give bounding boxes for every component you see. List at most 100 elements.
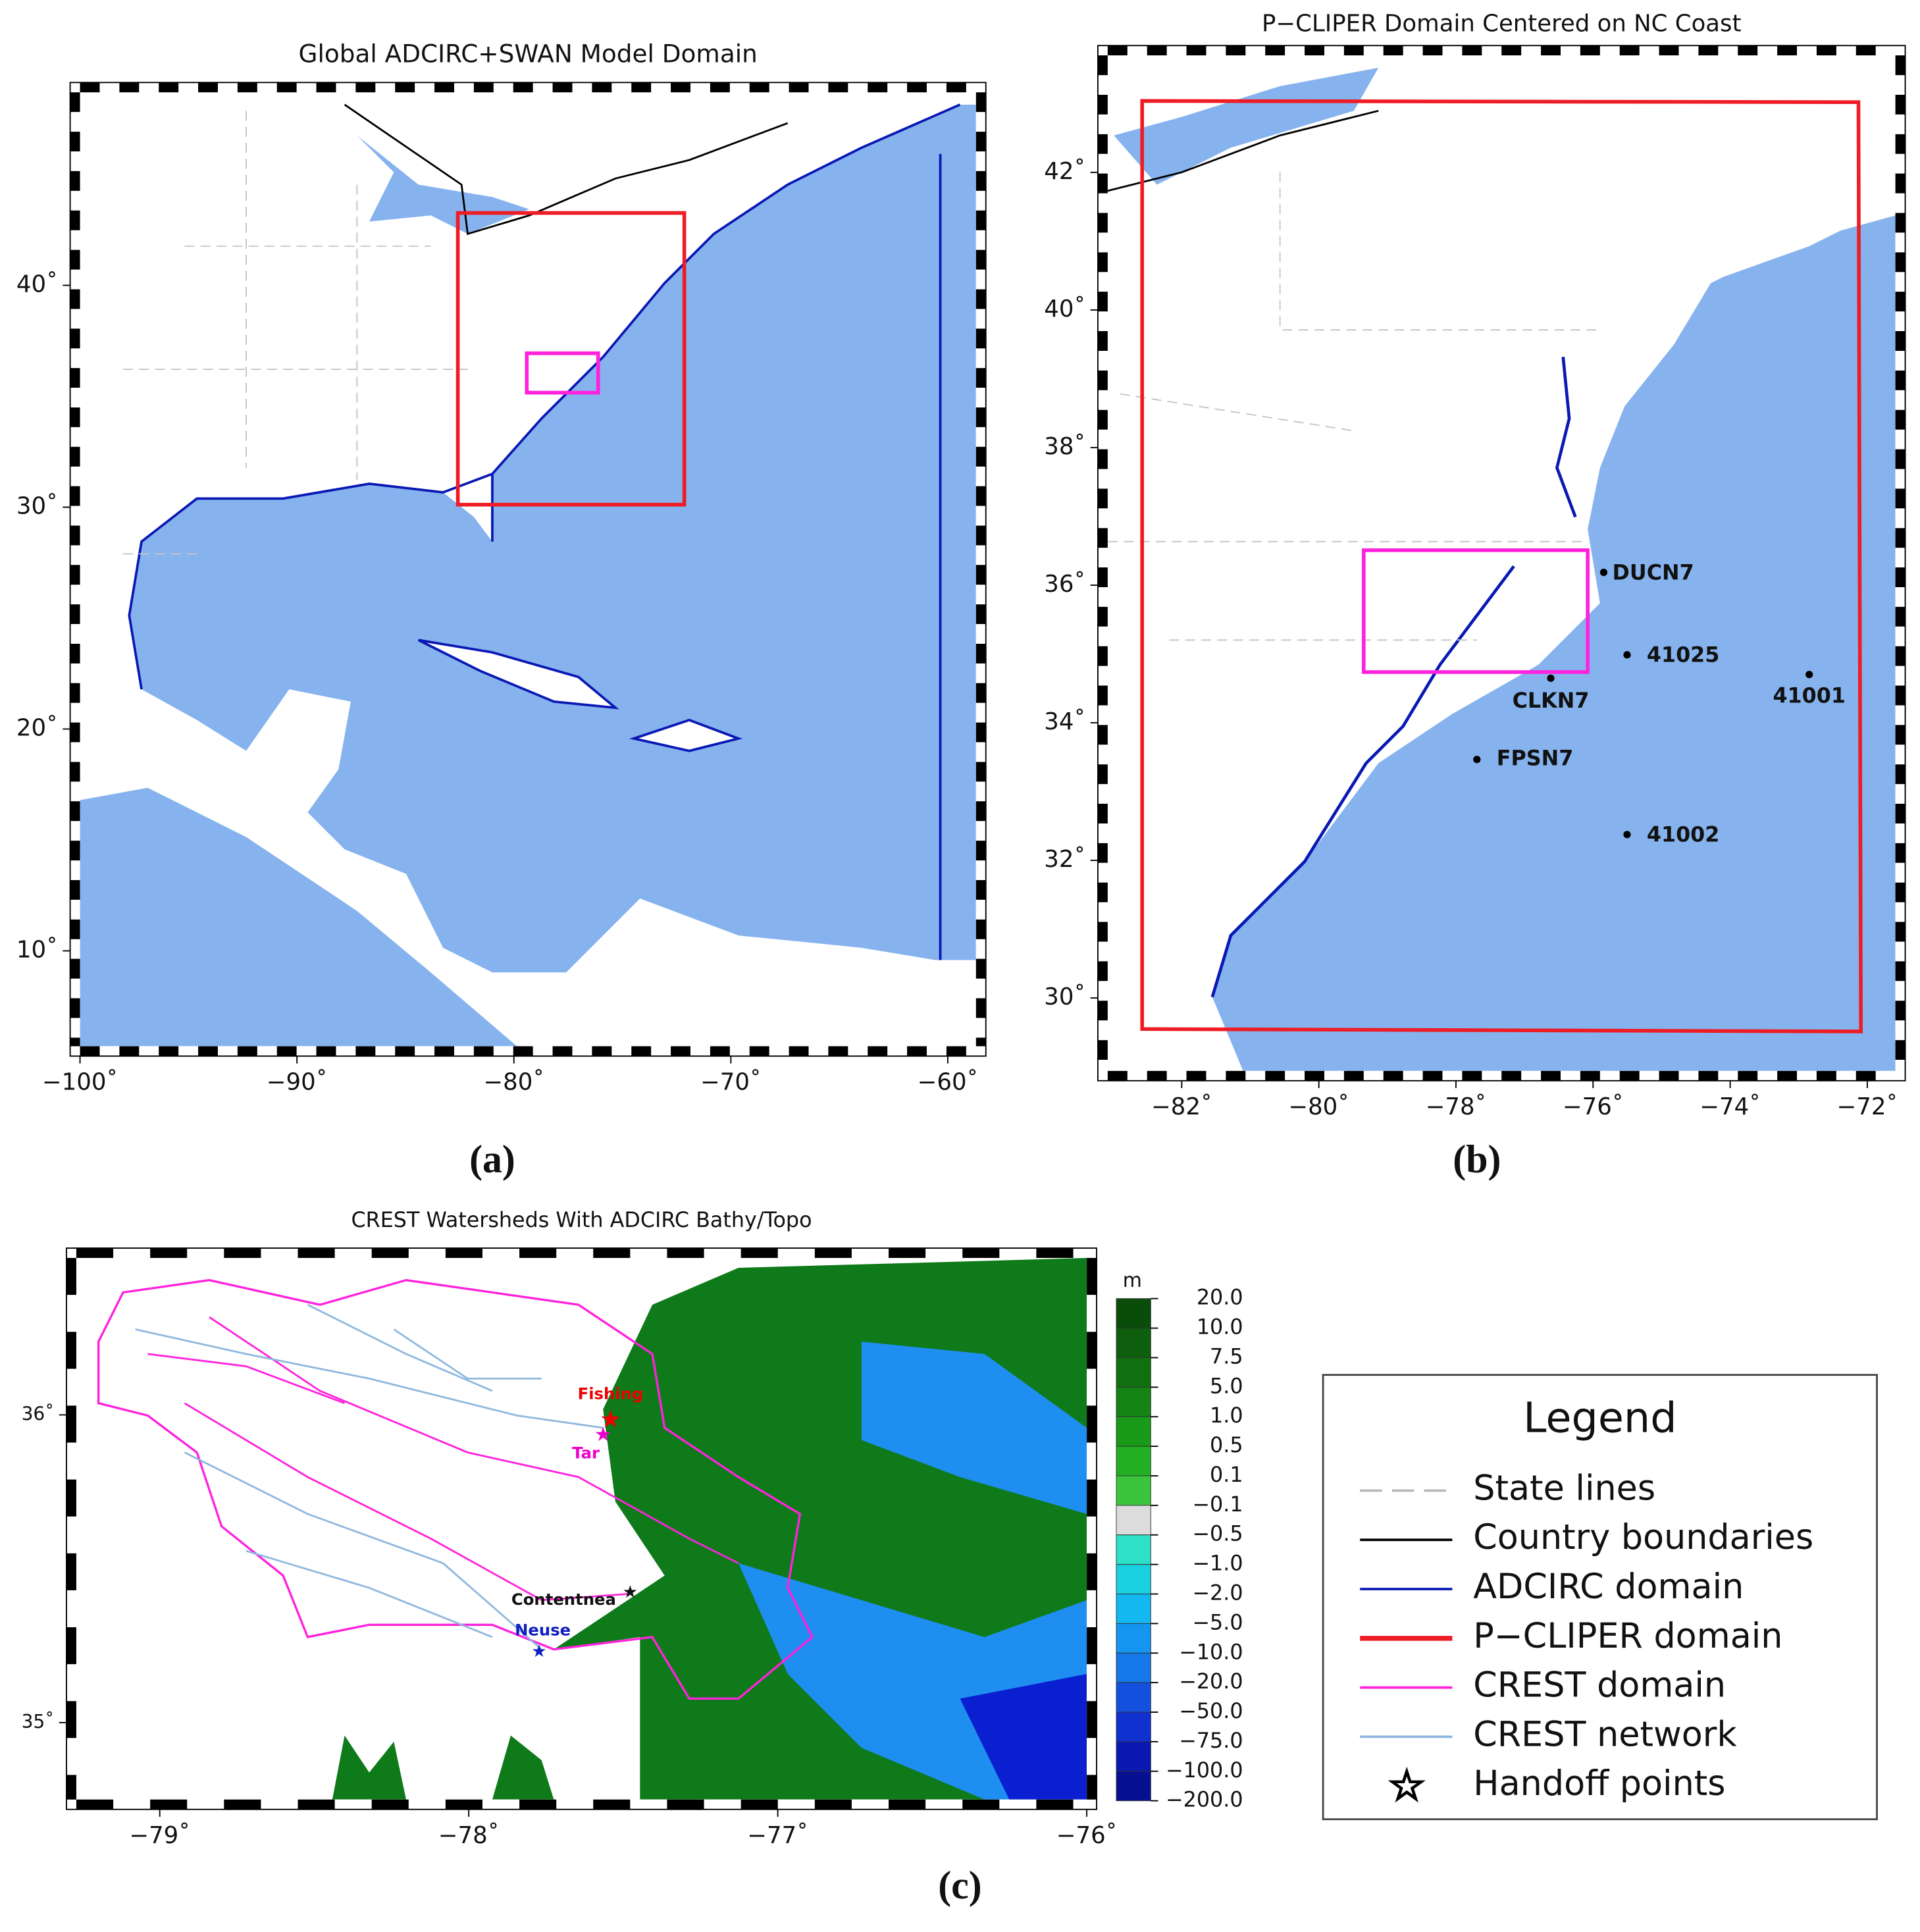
crest-watershed bbox=[147, 1316, 739, 1602]
colorbar-swatch bbox=[1116, 1682, 1151, 1713]
long-island bbox=[1711, 221, 1859, 277]
panel-title: Global ADCIRC+SWAN Model Domain bbox=[299, 39, 758, 68]
colorbar-swatch bbox=[1116, 1711, 1151, 1742]
legend-label: ADCIRC domain bbox=[1473, 1567, 1744, 1607]
station-dot bbox=[1473, 756, 1481, 764]
colorbar-swatch bbox=[1116, 1446, 1151, 1476]
panel-title: P−CLIPER Domain Centered on NC Coast bbox=[1262, 10, 1742, 37]
station-label: CLKN7 bbox=[1513, 689, 1590, 713]
y-tick-label: 32˚ bbox=[1044, 846, 1085, 873]
pcliper-box bbox=[1140, 99, 1863, 1033]
colorbar-label: 10.0 bbox=[1197, 1316, 1243, 1340]
ocean bbox=[960, 1674, 1087, 1800]
legend-label: State lines bbox=[1473, 1468, 1655, 1508]
colorbar-swatch bbox=[1116, 1534, 1151, 1565]
x-tick-label: −79˚ bbox=[129, 1822, 190, 1849]
panel-caption: (c) bbox=[938, 1864, 981, 1907]
station-label: 41002 bbox=[1647, 823, 1720, 847]
colorbar-swatch bbox=[1116, 1741, 1151, 1772]
map-a bbox=[80, 92, 976, 1047]
legend-box bbox=[1322, 1374, 1878, 1821]
point-label: Neuse bbox=[515, 1621, 571, 1640]
great-lakes bbox=[1114, 67, 1379, 185]
point-label: Contentnea bbox=[511, 1590, 616, 1609]
point-label: Tar bbox=[572, 1443, 600, 1462]
colorbar-unit: m bbox=[1123, 1269, 1142, 1292]
station-dot bbox=[1623, 831, 1631, 839]
x-tick-label: −80˚ bbox=[483, 1069, 544, 1096]
hispaniola bbox=[629, 718, 743, 752]
cuba bbox=[417, 639, 619, 710]
station-dot bbox=[1599, 568, 1608, 577]
x-tick-label: −80˚ bbox=[1288, 1093, 1349, 1120]
x-tick-label: −70˚ bbox=[700, 1069, 762, 1096]
colorbar-label: 20.0 bbox=[1197, 1286, 1243, 1310]
colorbar-swatch bbox=[1116, 1475, 1151, 1506]
star: ★ bbox=[600, 1404, 622, 1433]
legend-title: Legend bbox=[1523, 1393, 1677, 1442]
colorbar-swatch bbox=[1116, 1652, 1151, 1683]
x-tick-label: −72˚ bbox=[1837, 1093, 1898, 1120]
x-tick-label: −100˚ bbox=[42, 1069, 118, 1096]
colorbar-label: −75.0 bbox=[1179, 1729, 1243, 1753]
topography bbox=[332, 1735, 554, 1800]
x-tick-label: −90˚ bbox=[267, 1069, 328, 1096]
legend-label: CREST domain bbox=[1473, 1665, 1726, 1706]
colorbar-swatch bbox=[1116, 1564, 1151, 1594]
colorbar-label: −5.0 bbox=[1192, 1611, 1243, 1634]
colorbar-label: −20.0 bbox=[1179, 1670, 1243, 1694]
colorbar-swatch bbox=[1116, 1386, 1151, 1417]
station-label: DUCN7 bbox=[1613, 561, 1694, 585]
colorbar-swatch bbox=[1116, 1771, 1151, 1802]
colorbar-label: 1.0 bbox=[1210, 1404, 1243, 1428]
great-lakes bbox=[357, 135, 530, 234]
y-tick-label: 35˚ bbox=[22, 1711, 55, 1733]
colorbar-label: −10.0 bbox=[1179, 1640, 1243, 1664]
coastline bbox=[128, 473, 493, 690]
y-tick-label: 36˚ bbox=[22, 1403, 55, 1424]
panel-caption: (b) bbox=[1453, 1137, 1501, 1181]
legend-label: P−CLIPER domain bbox=[1473, 1616, 1782, 1656]
stations: DUCN7 41025 41001 CLKN7 FPSN7 41002 bbox=[1473, 561, 1846, 847]
colorbar-label: −2.0 bbox=[1192, 1582, 1243, 1606]
colorbar-label: −200.0 bbox=[1166, 1788, 1243, 1812]
x-tick-label: −76˚ bbox=[1056, 1822, 1118, 1849]
coastline bbox=[1210, 357, 1577, 998]
x-tick-label: −76˚ bbox=[1563, 1093, 1624, 1120]
station-label: 41025 bbox=[1647, 644, 1720, 667]
state-lines bbox=[1107, 172, 1600, 641]
crest-network bbox=[135, 1303, 604, 1650]
crest-watershed bbox=[97, 1278, 814, 1700]
colorbar-label: −0.5 bbox=[1192, 1523, 1243, 1546]
x-tick-label: −74˚ bbox=[1699, 1093, 1761, 1120]
state-lines bbox=[122, 111, 468, 555]
colorbar-swatch bbox=[1116, 1594, 1151, 1624]
ocean bbox=[1212, 215, 1896, 1071]
legend-label: Country boundaries bbox=[1473, 1517, 1813, 1557]
station-dot bbox=[1547, 674, 1555, 682]
colorbar-label: −0.1 bbox=[1192, 1493, 1243, 1517]
x-tick-label: −78˚ bbox=[1426, 1093, 1487, 1120]
panel-caption: (a) bbox=[469, 1137, 515, 1181]
x-tick-label: −78˚ bbox=[438, 1822, 500, 1849]
y-tick-label: 30˚ bbox=[16, 492, 58, 519]
crest-box bbox=[1362, 548, 1590, 674]
colorbar-label: −50.0 bbox=[1179, 1700, 1243, 1723]
x-tick-label: −60˚ bbox=[918, 1069, 979, 1096]
colorbar-swatch bbox=[1116, 1328, 1151, 1358]
ocean bbox=[129, 104, 976, 973]
frame bbox=[1097, 45, 1906, 1082]
station-label: 41001 bbox=[1773, 684, 1846, 708]
country-boundary bbox=[344, 103, 789, 236]
y-tick-label: 34˚ bbox=[1044, 708, 1085, 735]
colorbar-swatch bbox=[1116, 1416, 1151, 1447]
ocean bbox=[80, 787, 517, 1047]
station-dot bbox=[1623, 651, 1631, 659]
sound bbox=[861, 1342, 1087, 1514]
colorbar-label: 7.5 bbox=[1210, 1345, 1243, 1369]
colorbar-label: 5.0 bbox=[1210, 1374, 1243, 1398]
legend-label: Handoff points bbox=[1473, 1763, 1725, 1804]
colorbar-swatch bbox=[1116, 1623, 1151, 1654]
colorbar-swatch bbox=[1116, 1298, 1151, 1329]
